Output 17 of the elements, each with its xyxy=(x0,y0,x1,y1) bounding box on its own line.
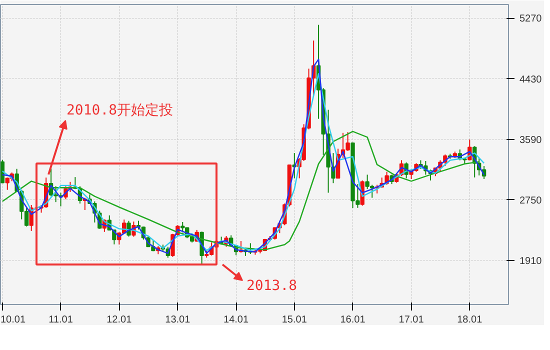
x-tick-label: 11.01 xyxy=(48,314,74,326)
candlestick xyxy=(0,159,5,184)
y-tick-label: 5270 xyxy=(520,14,542,25)
y-tick-label: 1910 xyxy=(520,256,542,268)
x-tick-label: 13.01 xyxy=(165,314,191,326)
x-tick-label: 17.01 xyxy=(398,314,424,326)
x-tick-label: 14.01 xyxy=(224,314,249,326)
x-tick-label: 12.01 xyxy=(106,314,132,326)
x-tick-label: 10.01 xyxy=(0,314,26,326)
y-tick-label: 4430 xyxy=(520,74,542,86)
y-tick-label: 3590 xyxy=(520,134,542,146)
annotation: 2010.8开始定投 xyxy=(66,102,174,118)
x-tick-label: 16.01 xyxy=(340,314,366,326)
x-tick-label: 15.01 xyxy=(282,314,308,326)
annotation: 2013.8 xyxy=(246,278,298,294)
x-tick-label: 18.01 xyxy=(457,314,483,326)
y-tick-label: 2750 xyxy=(520,195,542,206)
